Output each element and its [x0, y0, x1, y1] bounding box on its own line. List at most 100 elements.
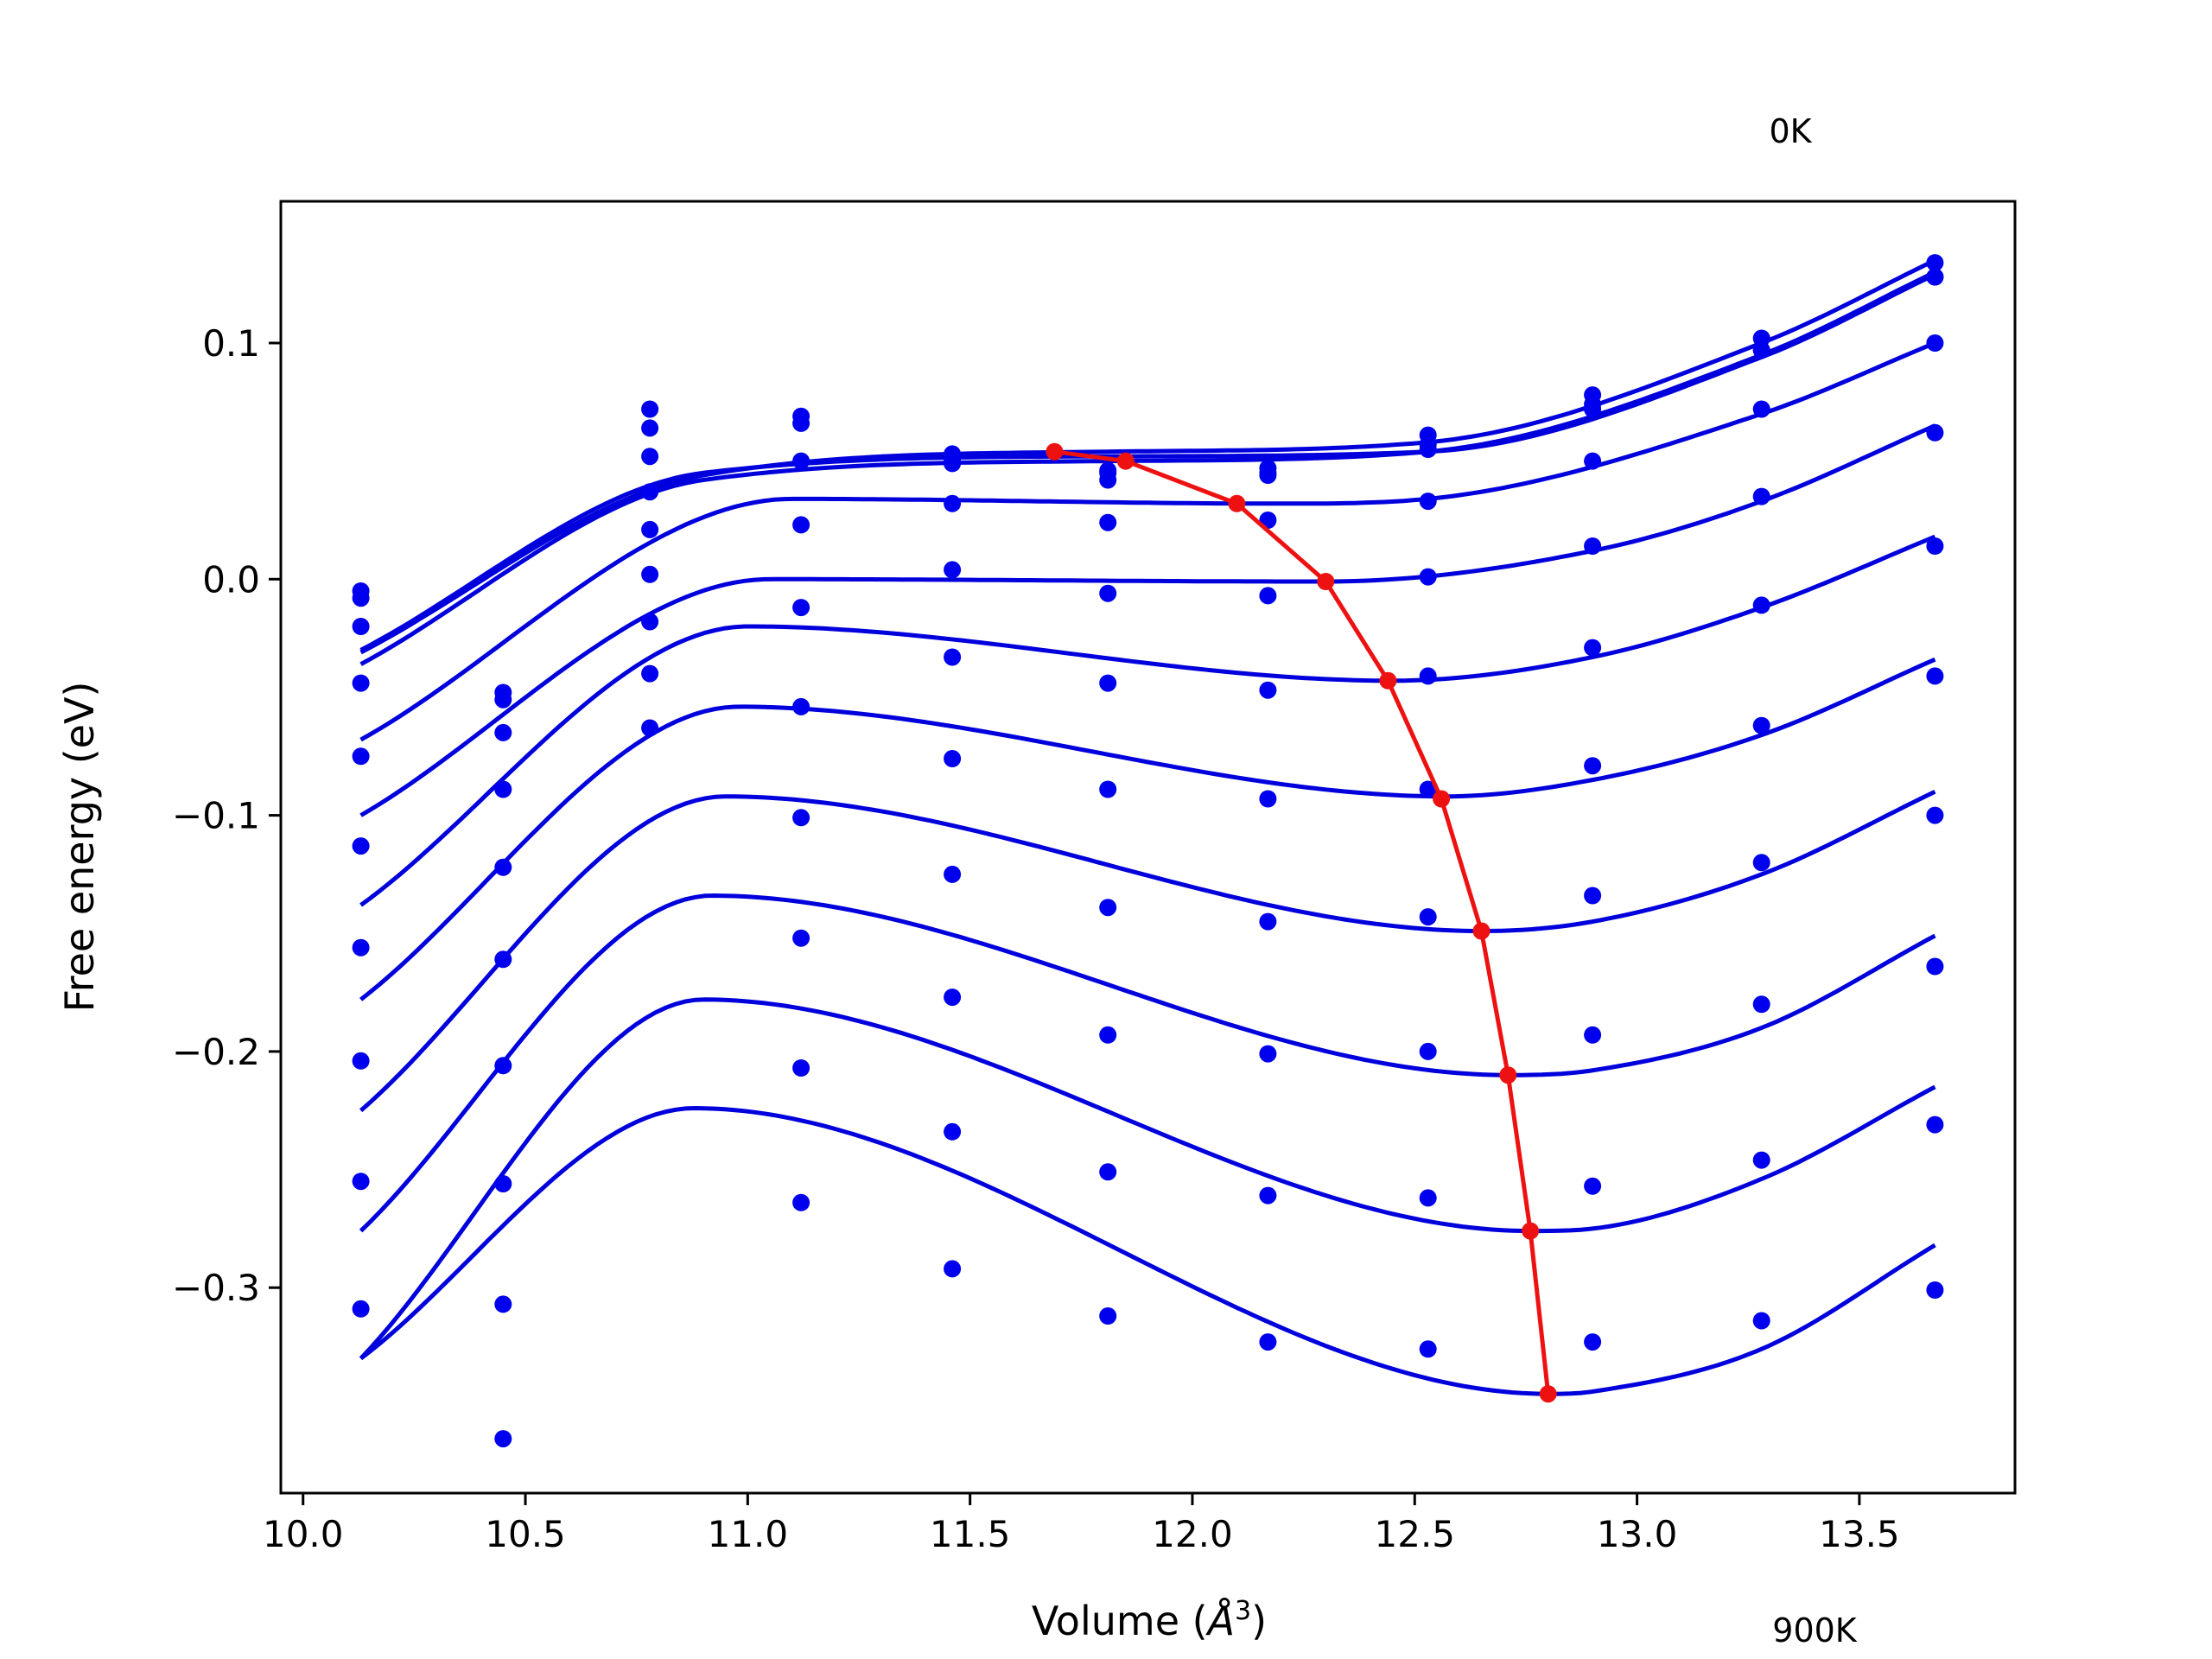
data-point [1752, 716, 1770, 734]
minimum-polyline [1054, 449, 1551, 1395]
data-point [792, 516, 810, 534]
temperature-label-bottom: 900K [1772, 1611, 1858, 1649]
data-point [1926, 957, 1944, 976]
data-point [641, 565, 659, 583]
data-points [352, 254, 1944, 1448]
data-point [1259, 1045, 1277, 1063]
data-point [1926, 1281, 1944, 1299]
data-point [494, 1430, 512, 1448]
data-point [352, 674, 370, 692]
minimum-point [1472, 922, 1491, 940]
data-point [944, 494, 962, 512]
data-point [352, 938, 370, 957]
data-point [1752, 1151, 1770, 1169]
data-point [1259, 1186, 1277, 1205]
data-point [792, 1193, 810, 1211]
x-tick-label: 10.5 [485, 1513, 566, 1555]
data-point [494, 950, 512, 969]
data-point [1419, 667, 1437, 685]
data-point [792, 809, 810, 827]
x-tick-label: 11.0 [708, 1513, 789, 1555]
x-axis-ticks: 10.0 10.5 11.0 11.5 12.0 12.5 13.0 13.5 [263, 1493, 1900, 1555]
fit-curve-9 [359, 997, 1936, 1360]
data-point [944, 561, 962, 579]
x-tick-label: 10.0 [263, 1513, 344, 1555]
data-point [1752, 995, 1770, 1014]
data-point [494, 1057, 512, 1075]
data-point [1259, 1333, 1277, 1351]
data-point [494, 780, 512, 798]
minimum-point [1228, 494, 1246, 512]
y-tick-label: −0.3 [172, 1267, 260, 1309]
data-point [792, 599, 810, 617]
y-tick-label: 0.1 [202, 322, 260, 365]
minimum-point [1522, 1222, 1540, 1240]
data-point [944, 1260, 962, 1278]
y-tick-label: 0.0 [202, 558, 260, 601]
y-tick-label: −0.2 [172, 1031, 260, 1073]
data-point [1584, 537, 1602, 555]
data-point [1926, 667, 1944, 685]
data-point [792, 697, 810, 715]
data-point [1926, 423, 1944, 442]
data-point [1584, 400, 1602, 418]
data-point [1099, 584, 1117, 602]
data-point [1752, 400, 1770, 418]
data-point [352, 589, 370, 607]
x-tick-label: 11.5 [930, 1513, 1011, 1555]
data-point [944, 750, 962, 767]
data-point [641, 613, 659, 631]
data-point [1752, 1312, 1770, 1330]
data-point [944, 648, 962, 666]
data-point [352, 618, 370, 635]
data-point [494, 858, 512, 876]
data-point [1419, 780, 1437, 798]
data-point [1584, 1177, 1602, 1195]
y-axis-title: Free energy (eV) [56, 682, 103, 1013]
data-point [792, 1059, 810, 1077]
data-point [494, 1175, 512, 1192]
data-point [494, 723, 512, 741]
fit-curve-7 [359, 790, 1936, 1113]
data-point [1926, 1116, 1944, 1134]
data-point [1584, 757, 1602, 775]
data-point [1099, 899, 1117, 917]
data-point [944, 1122, 962, 1141]
minimum-point [1379, 671, 1397, 690]
data-point [1419, 441, 1437, 458]
data-point [641, 448, 659, 466]
minimum-point [1317, 573, 1335, 590]
data-point [641, 400, 659, 418]
data-point [352, 747, 370, 766]
y-axis-ticks: 0.1 0.0 −0.1 −0.2 −0.3 [172, 322, 281, 1309]
fit-curve-6 [359, 657, 1936, 1001]
minimum-line [1046, 442, 1557, 1403]
data-point [1099, 1163, 1117, 1181]
data-point [1752, 329, 1770, 347]
data-point [792, 452, 810, 470]
minimum-point [1046, 442, 1064, 461]
data-point [1752, 854, 1770, 872]
data-point [1926, 268, 1944, 286]
data-point [1419, 568, 1437, 586]
fit-curve-2 [359, 272, 1936, 652]
data-point [352, 1173, 370, 1191]
data-point [1584, 1026, 1602, 1044]
data-point [352, 1300, 370, 1318]
plot-frame [279, 200, 2017, 1495]
data-point [641, 664, 659, 683]
x-tick-label: 13.5 [1819, 1513, 1900, 1555]
data-point [1419, 1189, 1437, 1207]
minimum-point [1539, 1385, 1557, 1403]
data-point [1099, 1307, 1117, 1325]
data-point [1099, 674, 1117, 692]
data-point [494, 690, 512, 709]
y-tick-label: −0.1 [172, 795, 260, 837]
data-point [641, 520, 659, 538]
data-point [1259, 681, 1277, 699]
data-point [494, 1295, 512, 1313]
data-point [1419, 908, 1437, 926]
data-point [944, 454, 962, 473]
